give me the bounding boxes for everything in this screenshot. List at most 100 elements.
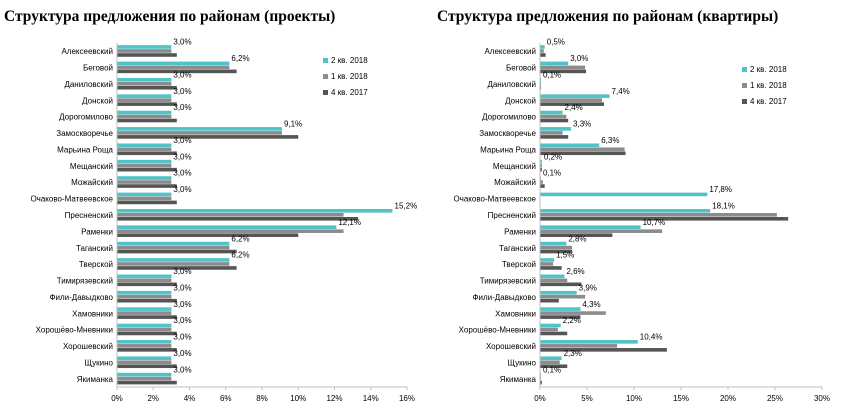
apartments-category-label: Тимирязевский: [480, 277, 536, 286]
projects-data-label: 3,0%: [173, 365, 191, 374]
apartments-bar-2-12: [540, 229, 663, 233]
projects-bar-1-4: [117, 94, 172, 98]
apartments-bar-2-20: [540, 360, 560, 365]
apartments-bar-2-14: [540, 262, 554, 266]
apartments-category-label: Очаково-Матвеевское: [453, 195, 536, 204]
apartments-bar-1-20: [540, 356, 562, 361]
apartments-data-label: 0,1%: [543, 169, 561, 178]
apartments-bar-1-8: [540, 159, 542, 164]
projects-bar-2-13: [117, 245, 230, 250]
projects-category-label: Донской: [82, 96, 113, 105]
projects-data-label: 3,0%: [173, 38, 191, 47]
projects-bar-1-12: [117, 225, 337, 229]
apartments-bar-3-15: [540, 282, 582, 287]
projects-bar-3-19: [117, 348, 177, 352]
apartments-bar-3-13: [540, 249, 572, 254]
apartments-legend-swatch-1: [742, 67, 747, 72]
projects-bar-2-9: [117, 180, 172, 184]
apartments-category-label: Раменки: [504, 227, 536, 236]
apartments-category-label: Таганский: [499, 244, 536, 253]
projects-x-tick-label: 8%: [256, 394, 268, 403]
projects-x-tick-label: 14%: [363, 394, 379, 403]
projects-bar-2-3: [117, 81, 172, 86]
apartments-category-label: Донской: [505, 96, 536, 105]
apartments-legend-label-1: 2 кв. 2018: [750, 65, 787, 74]
apartments-category-label: Замоскворечье: [479, 129, 536, 138]
apartments-bar-2-7: [540, 147, 625, 152]
projects-category-label: Таганский: [76, 244, 113, 253]
projects-category-label: Якиманка: [77, 375, 114, 384]
apartments-x-tick-label: 20%: [720, 394, 736, 403]
projects-bar-2-2: [117, 65, 230, 70]
projects-category-label: Тимирязевский: [57, 277, 113, 286]
apartments-x-tick-label: 15%: [673, 394, 689, 403]
projects-bar-2-1: [117, 49, 172, 53]
projects-x-tick-label: 4%: [184, 394, 196, 403]
projects-category-label: Марьина Роща: [57, 145, 113, 154]
projects-bar-1-14: [117, 258, 230, 262]
apartments-bar-3-9: [540, 184, 545, 188]
projects-legend-label-3: 4 кв. 2017: [331, 88, 368, 97]
projects-category-label: Раменки: [81, 227, 113, 236]
chart-title-apartments: Структура предложения по районам (кварти…: [437, 8, 779, 25]
projects-bar-1-20: [117, 356, 172, 361]
projects-legend-label-1: 2 кв. 2018: [331, 56, 368, 65]
apartments-category-label: Хамовники: [495, 309, 536, 318]
apartments-legend-label-3: 4 кв. 2017: [750, 97, 787, 106]
projects-bar-1-15: [117, 274, 172, 279]
projects-bar-1-2: [117, 61, 230, 66]
projects-bar-1-11: [117, 209, 393, 213]
apartments-bar-2-17: [540, 311, 606, 315]
projects-bar-2-7: [117, 147, 172, 152]
apartments-category-label: Даниловский: [487, 80, 536, 89]
projects-bar-2-21: [117, 376, 172, 381]
apartments-category-label: Фили-Давыдково: [472, 293, 536, 302]
projects-bar-3-20: [117, 364, 177, 369]
projects-bar-1-18: [117, 323, 172, 328]
projects-category-label: Фили-Давыдково: [49, 293, 113, 302]
projects-bar-1-9: [117, 176, 172, 180]
projects-bar-3-15: [117, 282, 177, 287]
projects-bar-1-13: [117, 241, 230, 246]
projects-bar-1-5: [117, 110, 172, 115]
projects-category-label: Хорошевский: [63, 342, 113, 351]
projects-legend-swatch-2: [323, 74, 328, 79]
apartments-bar-3-4: [540, 102, 604, 106]
apartments-x-tick-label: 10%: [626, 394, 642, 403]
apartments-category-label: Щукино: [507, 358, 536, 367]
apartments-bar-3-6: [540, 135, 569, 139]
projects-category-label: Хамовники: [72, 309, 113, 318]
apartments-bar-1-6: [540, 127, 572, 131]
apartments-category-label: Дорогомилово: [482, 113, 536, 122]
projects-x-tick-label: 6%: [220, 394, 232, 403]
projects-bar-3-5: [117, 118, 177, 123]
apartments-category-label: Можайский: [494, 178, 536, 187]
projects-bar-2-14: [117, 262, 230, 266]
projects-x-tick-label: 0%: [111, 394, 123, 403]
projects-data-label: 9,1%: [284, 120, 302, 129]
projects-bar-3-10: [117, 200, 177, 205]
projects-bar-2-6: [117, 131, 282, 135]
projects-bar-1-19: [117, 340, 172, 344]
projects-data-label: 3,0%: [173, 333, 191, 342]
projects-data-label: 3,0%: [173, 300, 191, 309]
projects-data-label: 3,0%: [173, 87, 191, 96]
projects-data-label: 3,0%: [173, 185, 191, 194]
projects-legend-swatch-3: [323, 90, 328, 95]
apartments-data-label: 0,5%: [547, 38, 565, 47]
apartments-data-label: 4,3%: [582, 300, 600, 309]
apartments-bar-2-13: [540, 245, 572, 250]
apartments-x-tick-label: 5%: [581, 394, 593, 403]
apartments-bar-2-1: [540, 49, 544, 53]
apartments-bar-3-19: [540, 348, 667, 352]
apartments-x-tick-label: 30%: [814, 394, 830, 403]
projects-data-label: 6,2%: [231, 234, 249, 243]
projects-bar-2-11: [117, 213, 344, 217]
apartments-data-label: 2,8%: [568, 234, 586, 243]
apartments-legend-swatch-3: [742, 99, 747, 104]
projects-bar-2-17: [117, 311, 172, 315]
apartments-bar-2-4: [540, 98, 603, 102]
projects-bar-1-10: [117, 192, 172, 197]
projects-category-label: Тверской: [79, 260, 113, 269]
